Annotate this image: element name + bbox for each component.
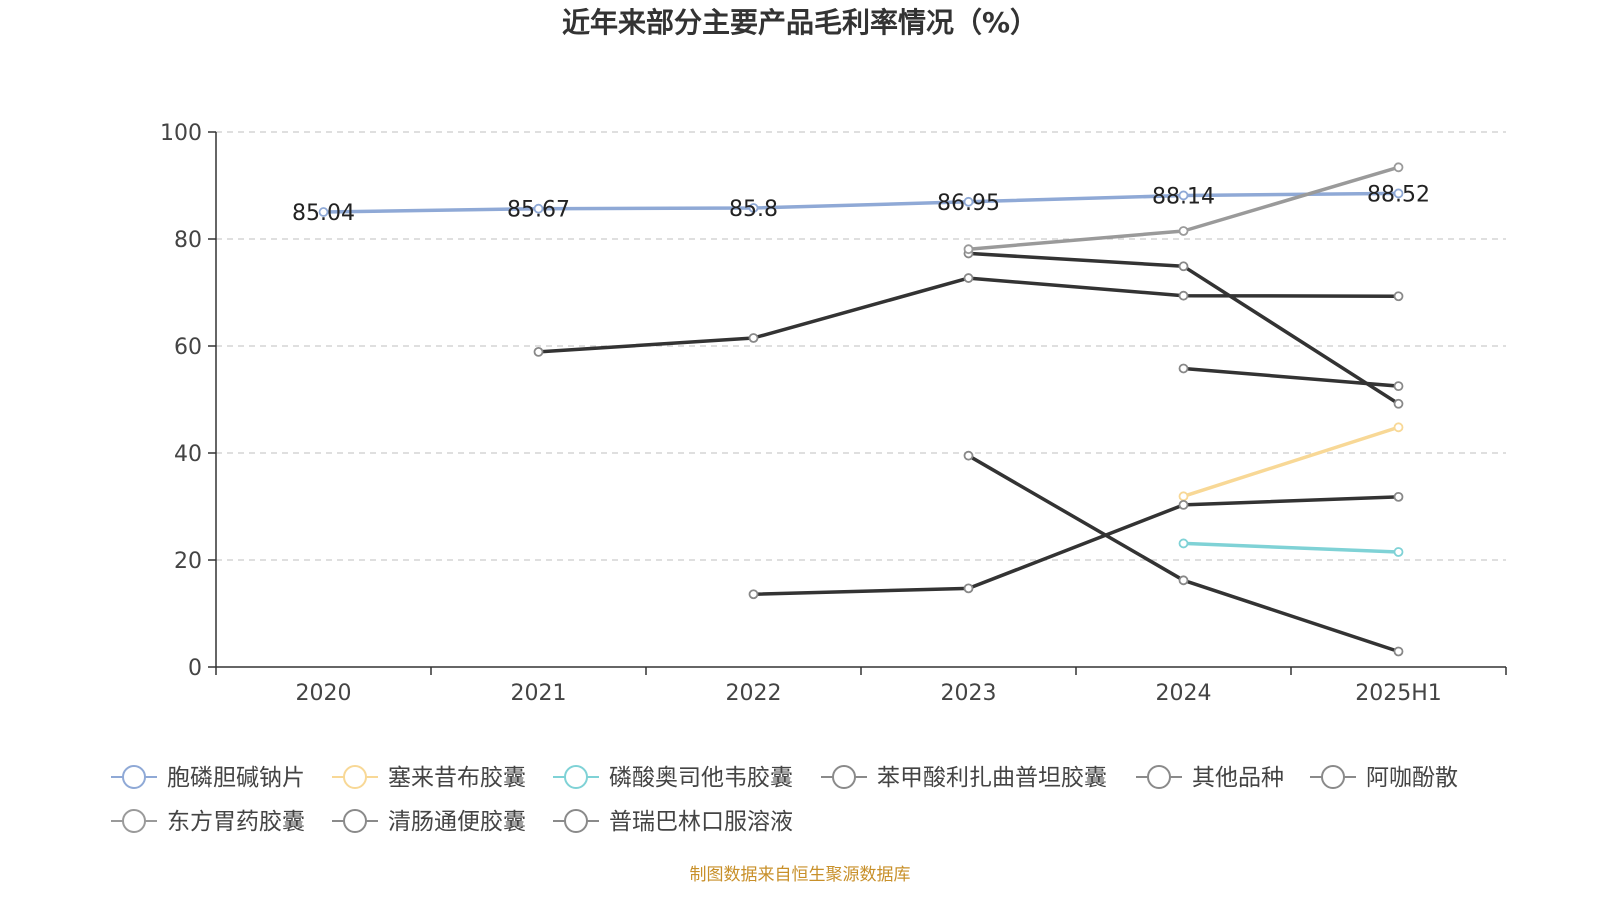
gridlines — [216, 131, 1506, 561]
series-1 — [1178, 422, 1404, 502]
series-7 — [748, 491, 1404, 600]
legend-label: 东方胃药胶囊 — [167, 809, 305, 835]
legend-item-6: 东方胃药胶囊 — [111, 809, 305, 835]
series-line — [321, 191, 1401, 214]
x-tick-label: 2020 — [296, 681, 352, 706]
x-tick-label: 2025H1 — [1355, 681, 1442, 706]
data-point — [963, 450, 974, 461]
y-tick-label: 0 — [188, 656, 202, 681]
data-point — [1393, 547, 1404, 557]
y-tick-label: 40 — [174, 442, 202, 467]
data-point — [1178, 290, 1189, 301]
legend-item-5: 阿咖酚散 — [1310, 765, 1458, 791]
data-point — [963, 196, 974, 207]
data-point — [1178, 538, 1189, 549]
legend-label: 清肠通便胶囊 — [388, 809, 526, 835]
data-point — [963, 244, 974, 255]
data-label: 85.67 — [507, 198, 570, 223]
series-6 — [963, 162, 1404, 255]
legend-label: 胞磷胆碱钠片 — [167, 765, 305, 791]
data-point — [1393, 188, 1404, 199]
series-2 — [1178, 538, 1404, 557]
data-point — [1393, 491, 1404, 502]
data-point — [1393, 162, 1404, 173]
data-point — [1178, 363, 1189, 374]
x-tick-label: 2022 — [726, 681, 782, 706]
legend-marker — [122, 765, 146, 789]
data-point — [963, 583, 974, 594]
series-line — [1181, 541, 1401, 554]
data-label: 85.8 — [729, 197, 778, 222]
data-point — [1393, 381, 1404, 392]
data-point — [963, 273, 974, 283]
data-point — [533, 346, 544, 357]
data-label: 88.52 — [1367, 182, 1430, 207]
data-point — [1178, 499, 1189, 510]
data-point — [1393, 398, 1404, 409]
series-3 — [963, 450, 1404, 657]
data-point — [318, 207, 329, 217]
series-0 — [318, 188, 1404, 217]
series-5 — [963, 248, 1404, 409]
legend-marker — [343, 809, 367, 833]
data-point — [533, 203, 544, 214]
data-labels: 85.04 85.67 85.8 86.95 88.14 88.52 — [292, 182, 1430, 226]
series-line — [966, 453, 1401, 654]
source-note: 制图数据来自恒生聚源数据库 — [690, 865, 911, 885]
legend-item-0: 胞磷胆碱钠片 — [111, 765, 305, 791]
data-label: 88.14 — [1152, 184, 1215, 209]
legend: 胞磷胆碱钠片 塞来昔布胶囊 磷酸奥司他韦胶囊 苯甲酸利扎曲普坦胶囊 其他品种 阿咖酚散东方… — [111, 765, 1458, 835]
legend-label: 普瑞巴林口服溶液 — [609, 809, 793, 835]
x-tick-label: 2021 — [511, 681, 567, 706]
data-point — [1178, 575, 1189, 586]
x-tick-label: 2023 — [941, 681, 997, 706]
x-tick-label: 2024 — [1156, 681, 1212, 706]
y-tick-label: 20 — [174, 549, 202, 574]
legend-marker — [343, 765, 367, 789]
legend-item-3: 苯甲酸利扎曲普坦胶囊 — [821, 765, 1107, 791]
series-line — [751, 495, 1401, 596]
data-point — [1178, 261, 1189, 272]
data-label: 86.95 — [937, 191, 1000, 216]
data-label: 85.04 — [292, 201, 355, 226]
y-tick-label: 100 — [160, 121, 202, 146]
legend-label: 塞来昔布胶囊 — [388, 765, 526, 791]
legend-item-7: 清肠通便胶囊 — [332, 809, 526, 835]
legend-marker — [564, 809, 588, 833]
series-line — [1181, 425, 1401, 499]
legend-marker — [832, 765, 856, 789]
series-4 — [533, 273, 1404, 357]
data-point — [1393, 422, 1404, 433]
data-point — [1178, 491, 1189, 502]
data-point — [748, 333, 759, 343]
series-lines — [318, 162, 1404, 657]
series-line — [1181, 366, 1401, 388]
data-point — [748, 203, 759, 213]
legend-label: 阿咖酚散 — [1366, 765, 1458, 791]
series-8 — [1178, 363, 1404, 392]
legend-item-2: 磷酸奥司他韦胶囊 — [553, 765, 793, 791]
legend-marker — [1321, 765, 1345, 789]
legend-marker — [564, 765, 588, 789]
legend-label: 其他品种 — [1192, 765, 1284, 791]
legend-item-4: 其他品种 — [1136, 765, 1284, 791]
data-point — [1178, 226, 1189, 236]
data-point — [1393, 291, 1404, 302]
y-tick-label: 60 — [174, 335, 202, 360]
data-point — [1393, 646, 1404, 657]
axes: 0 20 40 60 80 100 2020 2021 2022 2023 2024 2025H1 — [160, 121, 1507, 706]
legend-marker — [122, 809, 146, 833]
legend-marker — [1147, 765, 1171, 789]
y-tick-label: 80 — [174, 228, 202, 253]
chart-title: 近年来部分主要产品毛利率情况（%） — [562, 6, 1038, 39]
data-point — [1178, 190, 1189, 201]
legend-item-8: 普瑞巴林口服溶液 — [553, 809, 793, 835]
data-point — [748, 589, 759, 600]
legend-label: 磷酸奥司他韦胶囊 — [609, 765, 793, 791]
series-line — [536, 276, 1401, 354]
legend-label: 苯甲酸利扎曲普坦胶囊 — [877, 765, 1107, 791]
legend-item-1: 塞来昔布胶囊 — [332, 765, 526, 791]
